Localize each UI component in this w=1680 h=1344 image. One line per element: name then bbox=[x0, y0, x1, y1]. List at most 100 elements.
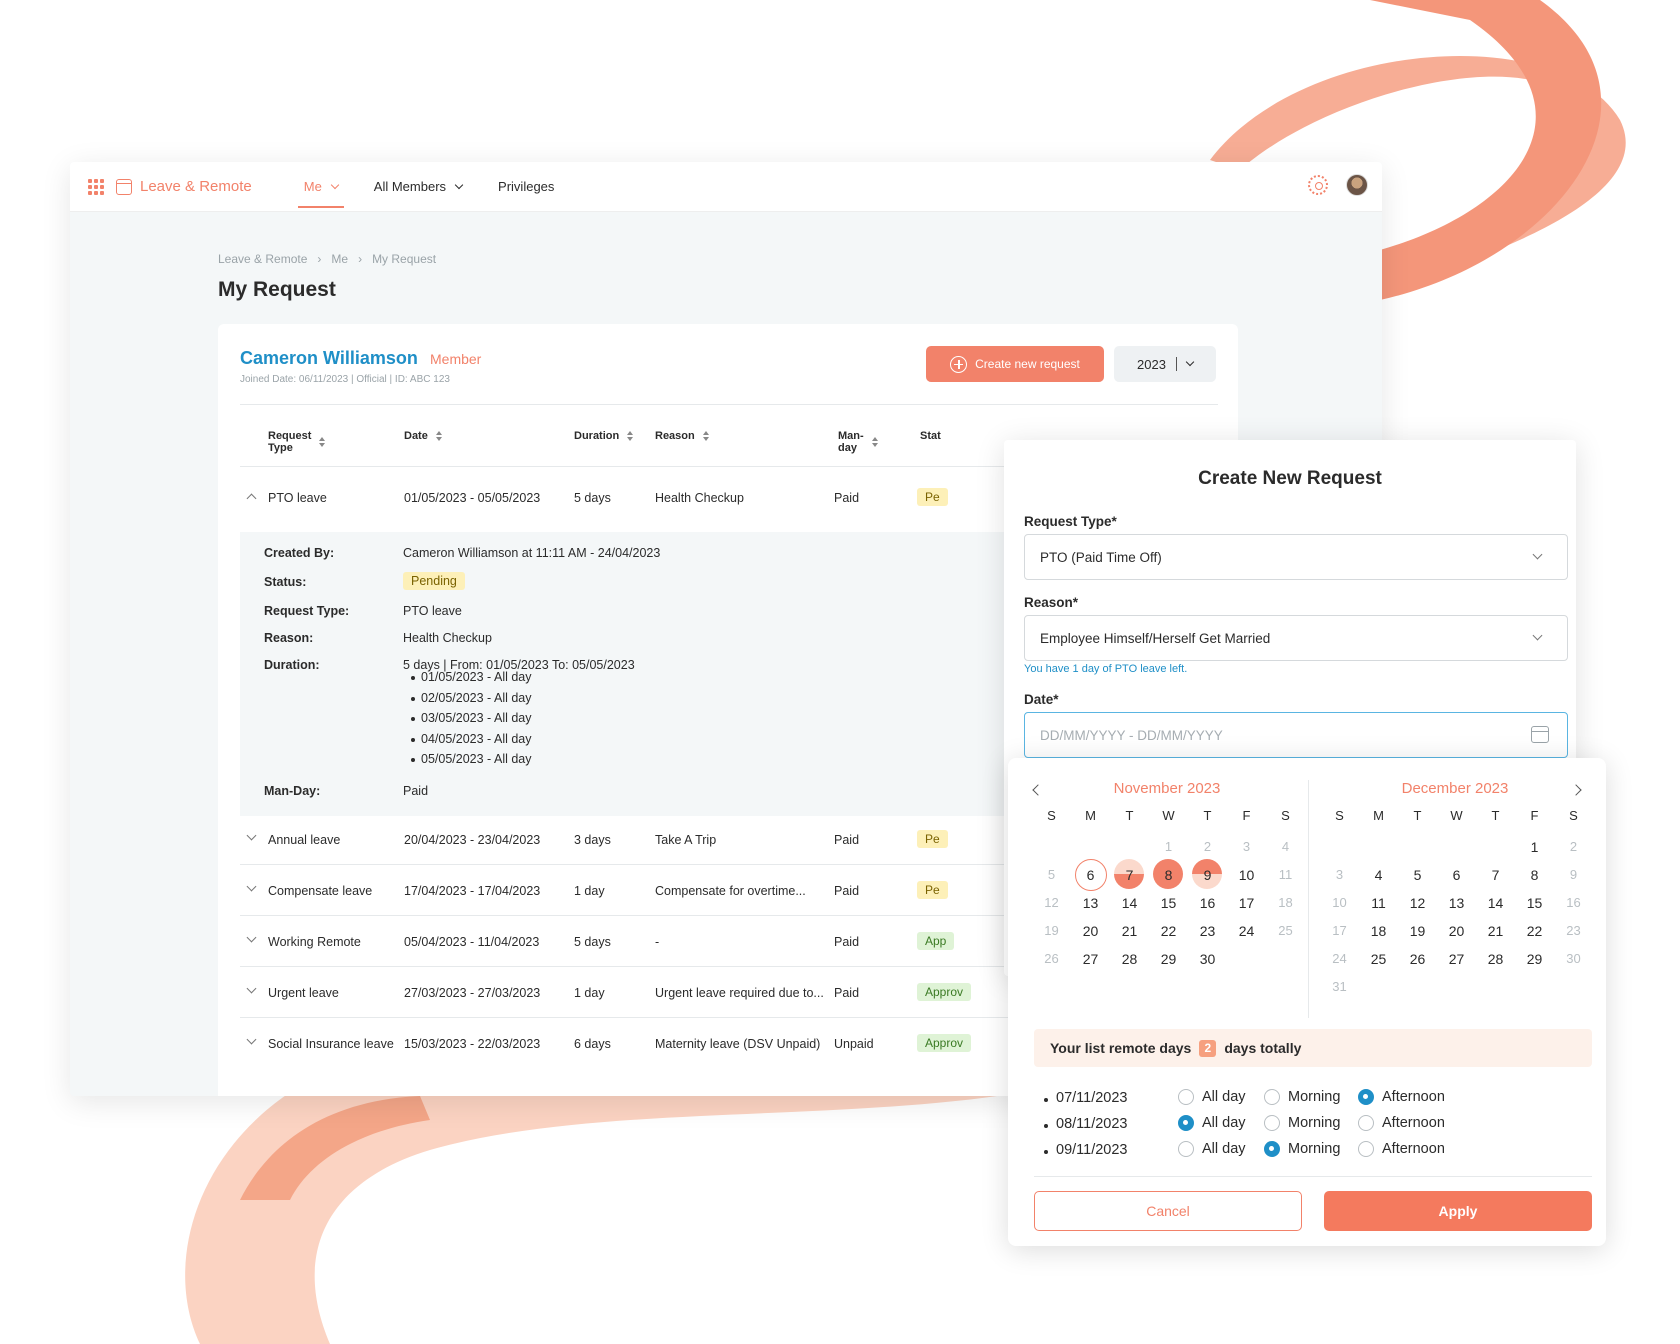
calendar-day[interactable]: 29 bbox=[1515, 945, 1554, 973]
col-manday[interactable]: Man-day bbox=[838, 430, 878, 454]
calendar-day[interactable]: 12 bbox=[1398, 889, 1437, 917]
calendar-day[interactable]: 2 bbox=[1188, 833, 1227, 861]
table-row[interactable]: Urgent leave 27/03/2023 - 27/03/2023 1 d… bbox=[240, 971, 1220, 1017]
calendar-day[interactable]: 13 bbox=[1071, 889, 1110, 917]
radio-button[interactable] bbox=[1358, 1141, 1374, 1157]
calendar-day[interactable]: 11 bbox=[1266, 861, 1305, 889]
table-row[interactable]: Social Insurance leave 15/03/2023 - 22/0… bbox=[240, 1022, 1220, 1068]
radio-option[interactable]: All day bbox=[1178, 1115, 1246, 1131]
col-duration[interactable]: Duration bbox=[574, 430, 634, 442]
calendar-day[interactable]: 6 bbox=[1071, 859, 1110, 891]
chevron-up-icon[interactable] bbox=[246, 493, 257, 504]
apps-grid-icon[interactable] bbox=[88, 178, 104, 195]
calendar-day[interactable]: 20 bbox=[1071, 917, 1110, 945]
calendar-day[interactable]: 9 bbox=[1554, 861, 1593, 889]
radio-option[interactable]: Afternoon bbox=[1358, 1115, 1445, 1131]
calendar-day[interactable]: 24 bbox=[1320, 945, 1359, 973]
calendar-day[interactable]: 3 bbox=[1227, 833, 1266, 861]
calendar-day[interactable]: 20 bbox=[1437, 917, 1476, 945]
calendar-day[interactable]: 15 bbox=[1515, 889, 1554, 917]
calendar-icon[interactable] bbox=[1531, 726, 1549, 743]
col-date[interactable]: Date bbox=[404, 430, 442, 442]
calendar-day[interactable]: 12 bbox=[1032, 889, 1071, 917]
calendar-day[interactable]: 22 bbox=[1149, 917, 1188, 945]
app-brand[interactable]: Leave & Remote bbox=[116, 178, 252, 195]
calendar-day[interactable]: 26 bbox=[1398, 945, 1437, 973]
calendar-day[interactable]: 5 bbox=[1398, 861, 1437, 889]
radio-option[interactable]: Afternoon bbox=[1358, 1141, 1445, 1157]
calendar-day[interactable]: 27 bbox=[1437, 945, 1476, 973]
calendar-day[interactable]: 23 bbox=[1188, 917, 1227, 945]
calendar-day[interactable]: 10 bbox=[1227, 861, 1266, 889]
calendar-day[interactable]: 4 bbox=[1359, 861, 1398, 889]
radio-button[interactable] bbox=[1358, 1115, 1374, 1131]
calendar-day[interactable]: 10 bbox=[1320, 889, 1359, 917]
calendar-day[interactable]: 25 bbox=[1266, 917, 1305, 945]
table-row[interactable]: Working Remote 05/04/2023 - 11/04/2023 5… bbox=[240, 920, 1220, 966]
calendar-day[interactable]: 3 bbox=[1320, 861, 1359, 889]
calendar-day[interactable]: 8 bbox=[1149, 859, 1188, 889]
calendar-day[interactable]: 1 bbox=[1149, 833, 1188, 861]
calendar-day[interactable]: 21 bbox=[1110, 917, 1149, 945]
calendar-day[interactable]: 21 bbox=[1476, 917, 1515, 945]
nav-me[interactable]: Me bbox=[292, 162, 350, 212]
date-range-field[interactable] bbox=[1024, 712, 1568, 758]
calendar-day[interactable]: 8 bbox=[1515, 861, 1554, 889]
calendar-day[interactable]: 27 bbox=[1071, 945, 1110, 973]
avatar[interactable] bbox=[1346, 174, 1368, 196]
radio-option[interactable]: Morning bbox=[1264, 1141, 1340, 1157]
chevron-down-icon[interactable] bbox=[246, 881, 257, 892]
radio-button[interactable] bbox=[1264, 1115, 1280, 1131]
radio-button[interactable] bbox=[1264, 1089, 1280, 1105]
calendar-day[interactable]: 17 bbox=[1227, 889, 1266, 917]
cancel-button[interactable]: Cancel bbox=[1034, 1191, 1302, 1231]
date-range-input[interactable] bbox=[1040, 727, 1490, 743]
calendar-day[interactable]: 26 bbox=[1032, 945, 1071, 973]
col-request-type[interactable]: Request Type bbox=[268, 430, 326, 454]
calendar-day[interactable]: 1 bbox=[1515, 833, 1554, 861]
calendar-day[interactable]: 19 bbox=[1398, 917, 1437, 945]
radio-button[interactable] bbox=[1264, 1141, 1280, 1157]
radio-button[interactable] bbox=[1178, 1141, 1194, 1157]
table-row[interactable]: Annual leave 20/04/2023 - 23/04/2023 3 d… bbox=[240, 818, 1220, 864]
gear-icon[interactable] bbox=[1308, 175, 1328, 195]
create-request-button[interactable]: Create new request bbox=[926, 346, 1104, 382]
calendar-day[interactable]: 24 bbox=[1227, 917, 1266, 945]
radio-button[interactable] bbox=[1178, 1089, 1194, 1105]
col-reason[interactable]: Reason bbox=[655, 430, 709, 442]
calendar-day[interactable]: 19 bbox=[1032, 917, 1071, 945]
radio-option[interactable]: All day bbox=[1178, 1141, 1246, 1157]
year-select[interactable]: 2023 bbox=[1114, 346, 1216, 382]
table-row[interactable]: PTO leave 01/05/2023 - 05/05/2023 5 days… bbox=[240, 476, 1220, 522]
calendar-day[interactable]: 30 bbox=[1188, 945, 1227, 973]
nav-privileges[interactable]: Privileges bbox=[486, 162, 566, 212]
calendar-day[interactable]: 30 bbox=[1554, 945, 1593, 973]
chevron-down-icon[interactable] bbox=[246, 983, 257, 994]
calendar-day[interactable]: 22 bbox=[1515, 917, 1554, 945]
calendar-day[interactable]: 11 bbox=[1359, 889, 1398, 917]
calendar-day[interactable]: 29 bbox=[1149, 945, 1188, 973]
radio-option[interactable]: Morning bbox=[1264, 1089, 1340, 1105]
calendar-day[interactable]: 2 bbox=[1554, 833, 1593, 861]
calendar-day[interactable]: 28 bbox=[1110, 945, 1149, 973]
calendar-day[interactable]: 5 bbox=[1032, 861, 1071, 889]
calendar-day[interactable]: 28 bbox=[1476, 945, 1515, 973]
calendar-day[interactable]: 7 bbox=[1110, 859, 1149, 889]
radio-button[interactable] bbox=[1358, 1089, 1374, 1105]
reason-select[interactable]: Employee Himself/Herself Get Married bbox=[1024, 615, 1568, 661]
radio-option[interactable]: All day bbox=[1178, 1089, 1246, 1105]
table-row[interactable]: Compensate leave 17/04/2023 - 17/04/2023… bbox=[240, 869, 1220, 915]
calendar-day[interactable]: 13 bbox=[1437, 889, 1476, 917]
radio-button[interactable] bbox=[1178, 1115, 1194, 1131]
calendar-day[interactable]: 16 bbox=[1188, 889, 1227, 917]
calendar-day[interactable]: 25 bbox=[1359, 945, 1398, 973]
calendar-day[interactable]: 7 bbox=[1476, 861, 1515, 889]
radio-option[interactable]: Afternoon bbox=[1358, 1089, 1445, 1105]
calendar-day[interactable]: 15 bbox=[1149, 889, 1188, 917]
calendar-day[interactable]: 18 bbox=[1359, 917, 1398, 945]
calendar-day[interactable]: 14 bbox=[1110, 889, 1149, 917]
request-type-select[interactable]: PTO (Paid Time Off) bbox=[1024, 534, 1568, 580]
chevron-down-icon[interactable] bbox=[246, 830, 257, 841]
calendar-day[interactable]: 4 bbox=[1266, 833, 1305, 861]
breadcrumb-item[interactable]: Leave & Remote bbox=[218, 252, 308, 266]
